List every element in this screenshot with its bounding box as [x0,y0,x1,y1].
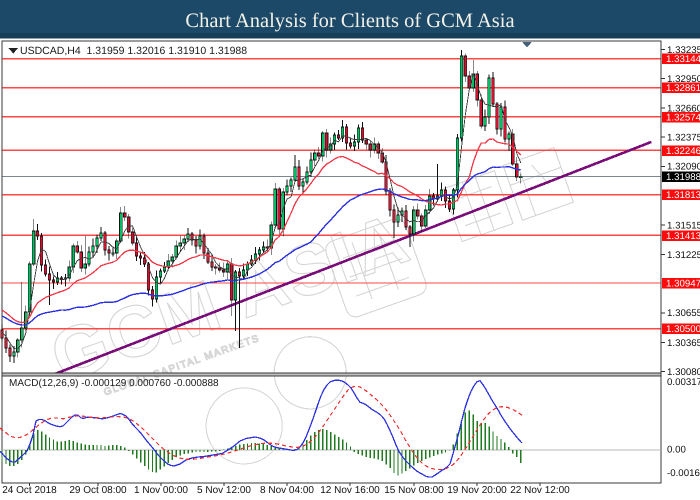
svg-text:1.31225: 1.31225 [667,250,700,261]
svg-text:1.31813: 1.31813 [666,190,700,201]
svg-text:1.32375: 1.32375 [667,133,700,144]
svg-text:1.32660: 1.32660 [667,104,700,115]
svg-text:USDCAD,H4 1.31959 1.32016 1.3: USDCAD,H4 1.31959 1.32016 1.31910 1.3198… [20,45,247,57]
svg-text:0.003179: 0.003179 [667,377,700,388]
svg-text:1.31988: 1.31988 [666,172,700,183]
svg-text:1.31515: 1.31515 [667,220,700,231]
svg-text:1.30655: 1.30655 [667,308,700,319]
svg-text:1.32574: 1.32574 [666,112,700,123]
svg-text:Chart Analysis for Clients of: Chart Analysis for Clients of GCM Asia [185,10,514,32]
svg-text:1.33235: 1.33235 [667,45,700,56]
svg-text:-0.00160: -0.00160 [667,468,700,479]
svg-text:29 Oct 08:00: 29 Oct 08:00 [69,485,127,496]
svg-text:19 Nov 20:00: 19 Nov 20:00 [447,485,507,496]
svg-text:15 Nov 08:00: 15 Nov 08:00 [384,485,444,496]
svg-text:0.00: 0.00 [667,445,686,456]
svg-text:12 Nov 16:00: 12 Nov 16:00 [320,485,380,496]
svg-text:1.33144: 1.33144 [666,54,700,65]
svg-text:24 Oct 2018: 24 Oct 2018 [2,485,57,496]
svg-text:1.32950: 1.32950 [667,74,700,85]
svg-text:8 Nov 04:00: 8 Nov 04:00 [260,485,314,496]
svg-text:1.32861: 1.32861 [666,83,700,94]
svg-text:1.32246: 1.32246 [666,146,700,157]
svg-text:22 Nov 12:00: 22 Nov 12:00 [510,485,570,496]
svg-text:MACD(12,26,9) -0.000129 0.0007: MACD(12,26,9) -0.000129 0.000760 -0.0008… [9,378,219,389]
svg-text:1.30500: 1.30500 [666,324,700,335]
svg-text:1.31413: 1.31413 [666,231,700,242]
svg-text:1.32090: 1.32090 [667,162,700,173]
svg-text:1.30365: 1.30365 [667,338,700,349]
svg-text:1.30947: 1.30947 [666,279,700,290]
svg-text:1 Nov 00:00: 1 Nov 00:00 [134,485,188,496]
svg-text:5 Nov 12:00: 5 Nov 12:00 [197,485,251,496]
svg-text:1.30080: 1.30080 [667,367,700,378]
